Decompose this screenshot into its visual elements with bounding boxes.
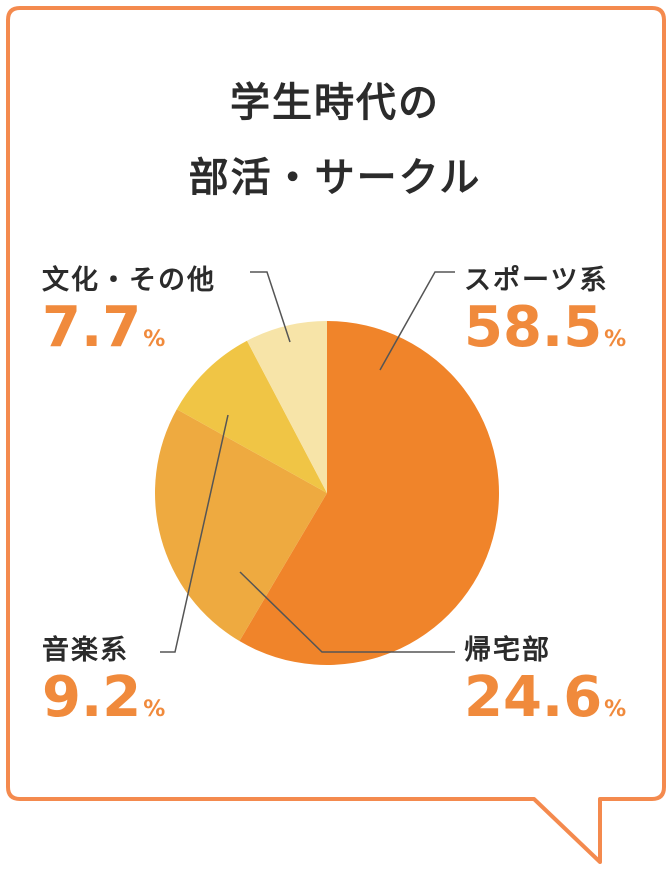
slice-label-sports: スポーツ系 — [464, 265, 609, 296]
pie-slice-kitaku — [154, 409, 327, 642]
slice-label-culture: 文化・その他 — [42, 265, 216, 296]
pie-slice-sports — [239, 321, 500, 665]
leader-line-sports — [379, 271, 455, 371]
leader-line-kitaku — [239, 571, 455, 653]
slice-value-kitaku: 24.6% — [464, 665, 627, 730]
slice-value-culture: 7.7% — [42, 295, 166, 360]
leader-line-music — [160, 414, 229, 653]
pie-slice-culture — [246, 321, 327, 493]
slice-label-music: 音楽系 — [42, 635, 129, 666]
chart-title-line1: 学生時代の — [230, 80, 440, 126]
leader-line-culture — [250, 271, 291, 343]
slice-label-kitaku: 帰宅部 — [464, 635, 551, 666]
chart-title-line2: 部活・サークル — [188, 155, 482, 201]
slice-value-music: 9.2% — [42, 665, 166, 730]
pie-slice-music — [176, 340, 327, 493]
slice-value-sports: 58.5% — [464, 295, 627, 360]
